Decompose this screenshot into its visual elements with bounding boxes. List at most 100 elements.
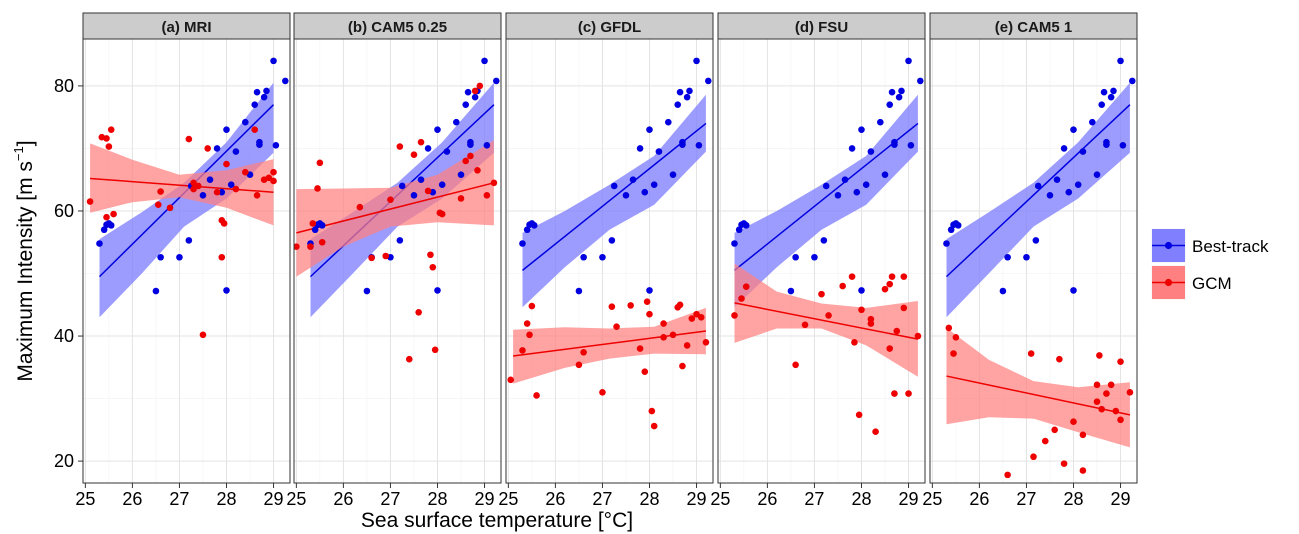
best-track-point bbox=[176, 253, 183, 261]
gcm-point bbox=[851, 338, 858, 346]
x-tick-label: 29 bbox=[475, 489, 495, 509]
best-track-point bbox=[881, 171, 889, 179]
x-tick-label: 28 bbox=[216, 489, 236, 509]
gcm-point bbox=[253, 192, 261, 199]
gcm-confidence-band bbox=[734, 263, 918, 377]
gcm-point bbox=[220, 220, 228, 227]
gcm-point bbox=[103, 213, 110, 221]
gcm-point bbox=[881, 285, 889, 293]
x-tick-label: 28 bbox=[1063, 489, 1083, 509]
gcm-point bbox=[474, 167, 481, 174]
gcm-point bbox=[1060, 460, 1068, 467]
best-track-point bbox=[253, 88, 261, 96]
best-track-point bbox=[464, 88, 472, 96]
gcm-point bbox=[1030, 453, 1037, 461]
gcm-point bbox=[848, 273, 856, 280]
panel-border bbox=[717, 38, 926, 484]
best-track-point bbox=[907, 142, 915, 149]
best-track-point bbox=[467, 141, 474, 148]
panel-a-mri: (a) MRI 25 26 27 28 29 20 40 60 80 bbox=[54, 12, 291, 509]
best-track-point bbox=[1093, 171, 1101, 179]
best-track-point bbox=[669, 171, 677, 179]
gcm-point bbox=[867, 320, 875, 327]
gcm-fit-line bbox=[734, 302, 919, 340]
best-track-point bbox=[1089, 118, 1096, 126]
best-track-point bbox=[735, 226, 743, 234]
gcm-point bbox=[900, 273, 908, 280]
gcm-point bbox=[1004, 471, 1011, 479]
gcm-point bbox=[742, 283, 750, 290]
best-track-point bbox=[263, 87, 270, 95]
gcm-point bbox=[387, 196, 394, 204]
panel-e-cam5-1: (e) CAM5 1 25 26 27 28 29 bbox=[922, 12, 1138, 509]
best-track-point bbox=[1074, 181, 1082, 189]
gcm-point bbox=[599, 389, 606, 396]
x-tick-label: 26 bbox=[757, 489, 777, 509]
best-track-point bbox=[629, 176, 637, 184]
best-track-point bbox=[232, 148, 240, 155]
gcm-point bbox=[1027, 350, 1035, 357]
best-track-point bbox=[199, 192, 207, 199]
best-track-point bbox=[999, 287, 1007, 295]
gcm-point bbox=[194, 182, 202, 190]
gcm-point bbox=[660, 333, 667, 341]
best-track-point bbox=[492, 77, 500, 85]
x-tick-label: 25 bbox=[286, 489, 306, 509]
gcm-point bbox=[1070, 418, 1077, 426]
best-track-point bbox=[1107, 93, 1115, 101]
gcm-point bbox=[608, 303, 616, 310]
gcm-point bbox=[888, 273, 896, 280]
gcm-point bbox=[1041, 437, 1049, 445]
x-tick-label: 29 bbox=[899, 489, 919, 509]
best-track-point bbox=[841, 176, 849, 184]
best-track-point bbox=[1079, 148, 1087, 155]
best-track-point bbox=[457, 171, 465, 179]
x-axis-title: Sea surface temperature [°C] bbox=[361, 509, 633, 532]
gcm-point bbox=[107, 126, 115, 133]
best-track-point bbox=[242, 118, 249, 126]
best-track-point bbox=[848, 145, 856, 152]
best-track-point bbox=[580, 253, 587, 261]
gcm-point bbox=[471, 87, 479, 95]
gcm-point bbox=[251, 126, 259, 133]
panel-border bbox=[929, 38, 1138, 484]
gcm-point bbox=[1056, 355, 1063, 363]
x-tick-label: 29 bbox=[264, 489, 284, 509]
panel-plot-area bbox=[943, 57, 1136, 479]
best-track-point bbox=[811, 253, 818, 261]
gcm-point bbox=[457, 195, 465, 202]
best-track-point bbox=[443, 148, 451, 155]
x-tick-label: 25 bbox=[922, 489, 942, 509]
best-track-point bbox=[820, 237, 828, 244]
gcm-point bbox=[1093, 398, 1101, 406]
best-track-point bbox=[434, 126, 441, 133]
gcm-point bbox=[1107, 381, 1115, 389]
best-track-point bbox=[704, 77, 712, 85]
gcm-point bbox=[905, 390, 912, 397]
gcm-point bbox=[1096, 352, 1103, 359]
best-track-point bbox=[655, 148, 663, 155]
best-track-point bbox=[1128, 77, 1136, 85]
best-track-point bbox=[862, 181, 870, 189]
facet-strip-label: (d) FSU bbox=[795, 19, 848, 36]
best-track-point bbox=[877, 118, 884, 126]
gcm-point bbox=[526, 331, 533, 339]
gcm-point bbox=[424, 187, 432, 195]
gcm-point bbox=[886, 280, 894, 288]
facet-strip-label: (e) CAM5 1 bbox=[995, 19, 1073, 36]
facet-strip-label: (b) CAM5 0.25 bbox=[348, 19, 447, 36]
best-track-confidence-band bbox=[522, 94, 706, 308]
best-track-point bbox=[646, 287, 653, 294]
gcm-point bbox=[886, 345, 894, 352]
gcm-point bbox=[417, 138, 425, 146]
best-track-point bbox=[1060, 145, 1068, 152]
gcm-point bbox=[825, 312, 832, 319]
x-tick-label: 25 bbox=[498, 489, 518, 509]
gcm-point bbox=[316, 159, 324, 167]
best-track-fit-line bbox=[733, 122, 919, 271]
best-track-point bbox=[686, 87, 693, 95]
gcm-point bbox=[676, 301, 684, 309]
best-track-point bbox=[665, 118, 672, 126]
x-tick-label: 29 bbox=[687, 489, 707, 509]
panel-b-cam5-0-25: (b) CAM5 0.25 25 26 27 28 29 bbox=[286, 12, 502, 509]
